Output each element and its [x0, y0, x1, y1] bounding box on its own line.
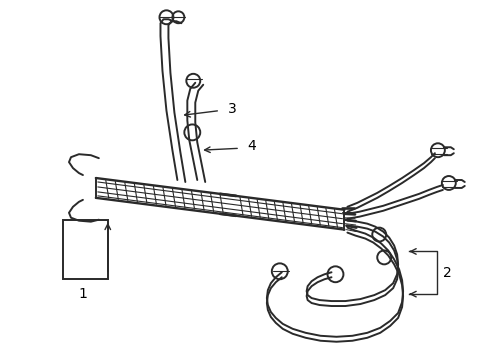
Text: 3: 3: [227, 102, 236, 116]
Bar: [63, 220, 107, 279]
Text: 4: 4: [247, 139, 256, 153]
Text: 2: 2: [443, 266, 451, 280]
Text: 1: 1: [79, 287, 87, 301]
